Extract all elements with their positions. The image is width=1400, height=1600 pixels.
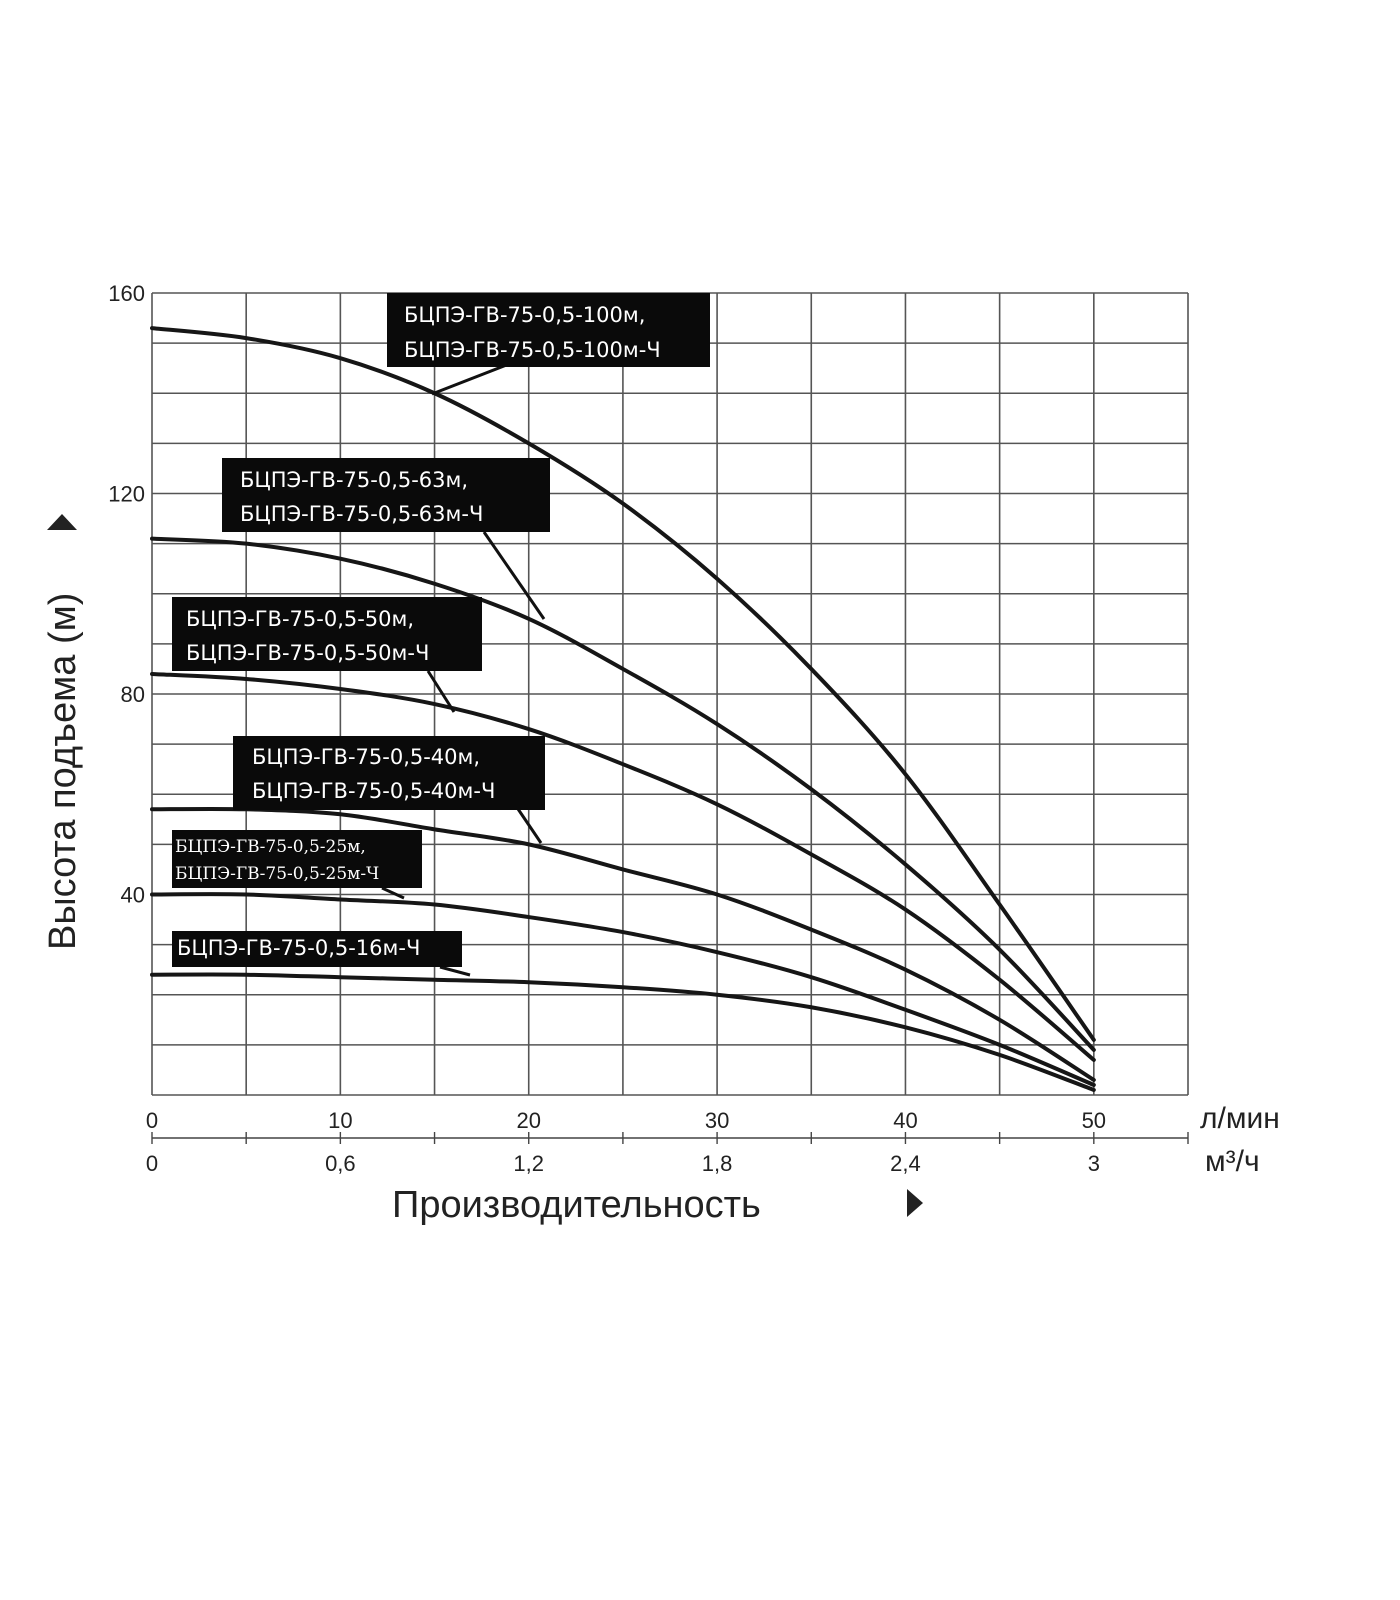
label-leaders xyxy=(381,362,546,977)
series-label-1: БЦПЭ-ГВ-75-0,5-100м, БЦПЭ-ГВ-75-0,5-100м-… xyxy=(387,293,710,367)
series-label-5: БЦПЭ-ГВ-75-0,5-25м, БЦПЭ-ГВ-75-0,5-25м-Ч xyxy=(172,830,422,888)
x-tick-label: 30 xyxy=(705,1108,729,1133)
x-tick-label: 0 xyxy=(146,1108,158,1133)
series-line-3 xyxy=(150,671,1096,1062)
series-label-text: БЦПЭ-ГВ-75-0,5-40м-Ч xyxy=(252,779,495,803)
label-leader-line xyxy=(381,886,405,900)
series-label-text: БЦПЭ-ГВ-75-0,5-50м, xyxy=(186,607,414,631)
x-tick-label: 20 xyxy=(516,1108,540,1133)
series-line-1 xyxy=(150,326,1096,1042)
x-tick-label-secondary: 1,8 xyxy=(702,1151,733,1176)
x-axis-arrow-icon xyxy=(907,1189,923,1217)
label-leader-line xyxy=(431,362,510,396)
x-unit-primary: л/мин xyxy=(1200,1102,1280,1135)
series-label-text: БЦПЭ-ГВ-75-0,5-25м, xyxy=(175,837,366,857)
label-leader-line xyxy=(426,670,456,713)
x-axis-title: Производительность xyxy=(392,1184,761,1226)
x-tick-label-secondary: 2,4 xyxy=(890,1151,921,1176)
series-label-text: БЦПЭ-ГВ-75-0,5-50м-Ч xyxy=(186,641,429,665)
y-tick-label: 120 xyxy=(108,482,145,507)
x-tick-label: 50 xyxy=(1082,1108,1106,1133)
x-tick-labels-m3h: 0 0,6 1,2 1,8 2,4 3 xyxy=(146,1151,1100,1176)
series-label-3: БЦПЭ-ГВ-75-0,5-50м, БЦПЭ-ГВ-75-0,5-50м-Ч xyxy=(172,597,482,671)
series-label-2: БЦПЭ-ГВ-75-0,5-63м, БЦПЭ-ГВ-75-0,5-63м-Ч xyxy=(222,458,550,532)
series-label-box xyxy=(172,830,422,888)
x-tick-label-secondary: 0 xyxy=(146,1151,158,1176)
y-tick-labels: 40 80 120 160 xyxy=(108,281,145,908)
x-tick-label-secondary: 1,2 xyxy=(513,1151,544,1176)
label-leader-line xyxy=(439,965,471,977)
series-label-text: БЦПЭ-ГВ-75-0,5-40м, xyxy=(252,745,480,769)
series-label-box xyxy=(233,736,545,810)
series-label-text: БЦПЭ-ГВ-75-0,5-100м, xyxy=(404,303,645,327)
series-label-text: БЦПЭ-ГВ-75-0,5-100м-Ч xyxy=(404,338,661,362)
series-line-6 xyxy=(150,972,1096,1092)
series-label-box xyxy=(387,293,710,367)
x-tick-label-secondary: 3 xyxy=(1088,1151,1100,1176)
y-axis-title: Высота подъема (м) xyxy=(42,593,84,950)
x-tick-label: 40 xyxy=(893,1108,917,1133)
y-tick-label: 40 xyxy=(121,883,145,908)
y-tick-label: 160 xyxy=(108,281,145,306)
series-label-box xyxy=(222,458,550,532)
series-line-5 xyxy=(150,892,1096,1087)
series-label-text: БЦПЭ-ГВ-75-0,5-16м-Ч xyxy=(177,936,420,960)
series-label-box xyxy=(172,931,462,967)
series-label-4: БЦПЭ-ГВ-75-0,5-40м, БЦПЭ-ГВ-75-0,5-40м-Ч xyxy=(233,736,545,810)
series-label-6: БЦПЭ-ГВ-75-0,5-16м-Ч xyxy=(172,931,462,967)
y-axis-arrow-icon xyxy=(47,514,77,530)
label-leader-line xyxy=(514,805,543,844)
x-tick-labels-lpm: 0 10 20 30 40 50 xyxy=(146,1108,1106,1133)
series-line-2 xyxy=(150,536,1096,1052)
curves xyxy=(150,326,1096,1092)
series-labels: БЦПЭ-ГВ-75-0,5-100м, БЦПЭ-ГВ-75-0,5-100м-… xyxy=(172,293,710,967)
series-label-text: БЦПЭ-ГВ-75-0,5-25м-Ч xyxy=(175,864,379,884)
series-line-4 xyxy=(150,806,1096,1082)
x-tick-label: 10 xyxy=(328,1108,352,1133)
y-tick-label: 80 xyxy=(121,682,145,707)
series-label-box xyxy=(172,597,482,671)
x-unit-secondary: м³/ч xyxy=(1205,1145,1260,1178)
axes: 40 80 120 160 0 10 20 30 40 50 0 0,6 1,2 1,8 2,4 3 л/… xyxy=(42,281,1280,1226)
label-leader-line xyxy=(482,531,546,620)
series-label-text: БЦПЭ-ГВ-75-0,5-63м, xyxy=(240,468,468,492)
grid xyxy=(151,292,1189,1144)
series-label-text: БЦПЭ-ГВ-75-0,5-63м-Ч xyxy=(240,502,483,526)
x-tick-label-secondary: 0,6 xyxy=(325,1151,356,1176)
